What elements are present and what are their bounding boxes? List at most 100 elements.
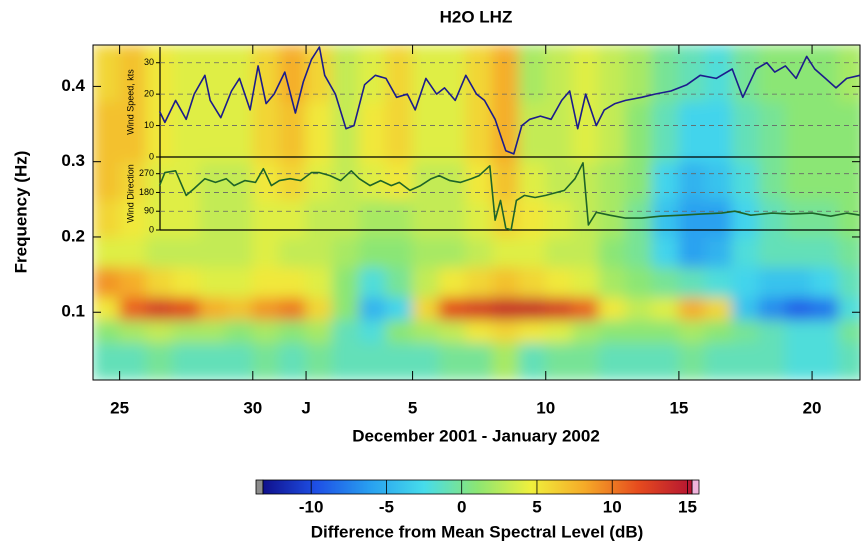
heat-cell	[252, 100, 280, 163]
heat-cell	[278, 236, 307, 268]
heat-cell	[93, 45, 121, 102]
heat-cell	[705, 266, 733, 298]
heat-cell	[358, 266, 387, 298]
heat-cell	[491, 319, 520, 343]
heat-cell	[412, 266, 440, 298]
heat-cell	[93, 198, 121, 238]
heat-cell	[571, 266, 600, 298]
heat-cell	[731, 319, 760, 343]
heat-cell	[305, 161, 334, 200]
heat-cell	[598, 319, 627, 343]
spectrogram-cells	[93, 45, 860, 380]
heat-cell	[278, 45, 307, 102]
heat-cell	[838, 296, 860, 321]
heat-cell	[278, 198, 307, 238]
heat-cell	[385, 100, 414, 163]
heat-cell	[651, 296, 680, 321]
heat-cell	[332, 161, 360, 200]
heat-cell	[651, 100, 680, 163]
colorbar-tick-label: -5	[379, 497, 394, 516]
heat-cell	[332, 236, 360, 268]
heat-cell	[625, 266, 653, 298]
heat-cell	[252, 296, 280, 321]
heat-cell	[571, 236, 600, 268]
heat-cell	[252, 319, 280, 343]
heat-cell	[225, 100, 254, 163]
colorbar	[262, 479, 693, 495]
heat-cell	[119, 45, 147, 102]
heat-cell	[598, 100, 627, 163]
heat-cell	[172, 236, 201, 268]
heat-cell	[731, 100, 760, 163]
heat-cell	[385, 161, 414, 200]
heat-cell	[172, 100, 201, 163]
heat-cell	[172, 266, 201, 298]
heat-cell	[225, 319, 254, 343]
heat-cell	[438, 100, 467, 163]
heat-cell	[571, 198, 600, 238]
y-tick-label: 0	[149, 224, 154, 234]
heat-cell	[358, 319, 387, 343]
heat-cell	[93, 319, 121, 343]
heat-cell	[145, 266, 174, 298]
y-tick-label: 10	[144, 120, 154, 130]
heat-cell	[784, 100, 813, 163]
heat-cell	[119, 198, 147, 238]
heat-cell	[571, 296, 600, 321]
heat-cell	[332, 266, 360, 298]
y-tick-label: 0.4	[61, 76, 85, 95]
heat-cell	[758, 236, 786, 268]
heat-cell	[412, 296, 440, 321]
heat-cell	[598, 236, 627, 268]
heat-cell	[412, 161, 440, 200]
heat-cell	[358, 198, 387, 238]
heat-cell	[385, 319, 414, 343]
y-tick-label: 0.3	[61, 151, 85, 170]
heat-cell	[784, 341, 813, 380]
heat-cell	[838, 45, 860, 102]
heat-cell	[199, 266, 227, 298]
heat-cell	[465, 296, 493, 321]
heat-cell	[412, 341, 440, 380]
heat-cell	[438, 341, 467, 380]
heat-cell	[678, 266, 707, 298]
x-tick-label: 5	[408, 398, 417, 417]
heat-cell	[705, 100, 733, 163]
heat-cell	[598, 341, 627, 380]
heat-cell	[598, 266, 627, 298]
heat-cell	[225, 161, 254, 200]
heat-cell	[145, 319, 174, 343]
heat-cell	[731, 296, 760, 321]
heat-cell	[731, 236, 760, 268]
heat-cell	[172, 341, 201, 380]
heat-cell	[811, 266, 840, 298]
heat-cell	[225, 266, 254, 298]
heat-cell	[784, 296, 813, 321]
heat-cell	[811, 198, 840, 238]
spectrogram	[93, 45, 860, 380]
heat-cell	[145, 296, 174, 321]
heat-cell	[705, 296, 733, 321]
y-tick-label: 90	[144, 206, 154, 216]
x-tick-label: 15	[669, 398, 688, 417]
heat-cell	[811, 161, 840, 200]
heat-cell	[625, 341, 653, 380]
heat-cell	[625, 100, 653, 163]
heat-cell	[705, 319, 733, 343]
heat-cell	[491, 341, 520, 380]
heat-cell	[305, 266, 334, 298]
heat-cell	[438, 236, 467, 268]
heat-cell	[571, 341, 600, 380]
heat-cell	[598, 45, 627, 102]
heat-cell	[145, 236, 174, 268]
heat-cell	[758, 266, 786, 298]
heat-cell	[119, 100, 147, 163]
heat-cell	[705, 236, 733, 268]
x-tick-label: 30	[243, 398, 262, 417]
heat-cell	[678, 319, 707, 343]
heat-cell	[172, 296, 201, 321]
heat-cell	[93, 341, 121, 380]
heat-cell	[625, 45, 653, 102]
heat-cell	[571, 45, 600, 102]
